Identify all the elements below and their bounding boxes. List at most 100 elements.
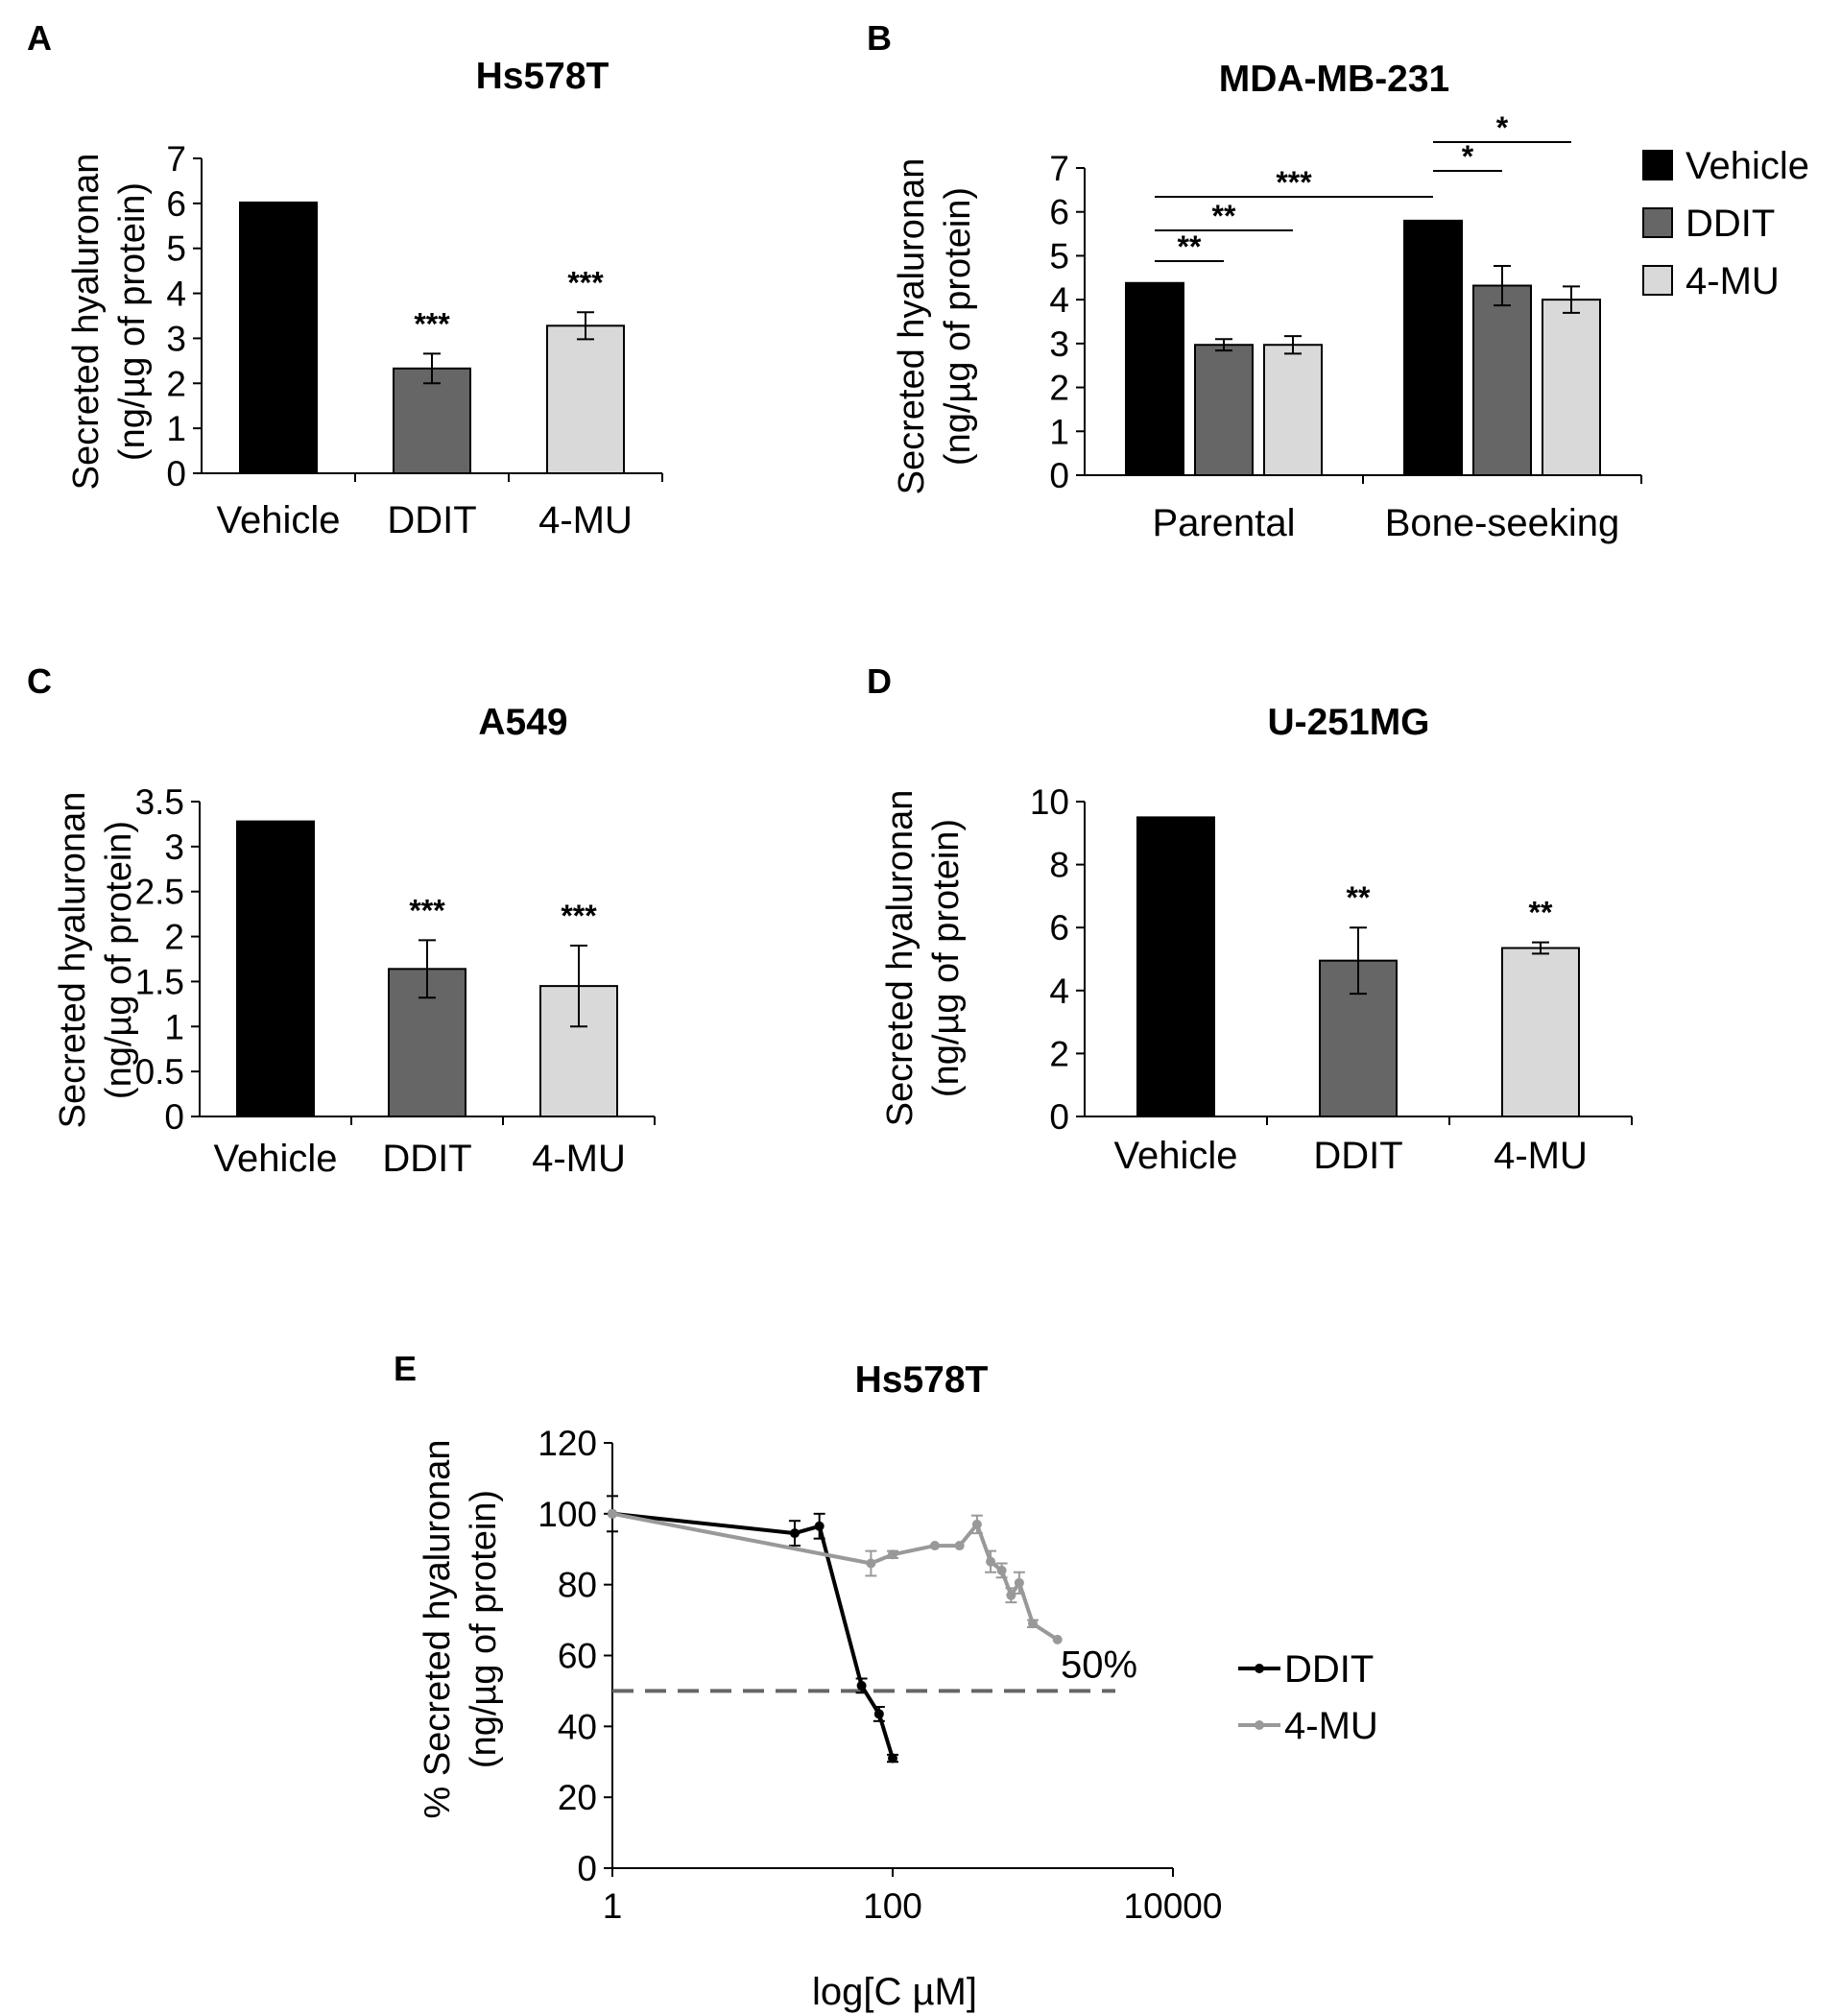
panel-b-y-tick-label: 5 bbox=[1049, 236, 1069, 276]
panel-e: E Hs578T % Secreted hyaluronan (ng/µg of… bbox=[394, 1349, 1378, 2013]
panel-a-y-tick-label: 7 bbox=[166, 139, 186, 179]
panel-e-point-4-mu bbox=[608, 1508, 617, 1519]
panel-a-ylabel-line1: Secreted hyaluronan bbox=[66, 154, 107, 491]
panel-e-y-tick-label: 0 bbox=[577, 1849, 597, 1888]
panel-e-point-ddit bbox=[814, 1521, 825, 1531]
panel-a-ylabel-line2: (ng/µg of protein) bbox=[112, 182, 153, 461]
panel-b-category-label: Bone-seeking bbox=[1385, 502, 1620, 544]
panel-a: A Hs578T Secreted hyaluronan (ng/µg of p… bbox=[27, 18, 663, 541]
panel-a-plot: 0 1 2 3 4 5 6 7 Vehicle *** DDIT *** 4-MU bbox=[166, 139, 663, 541]
panel-e-point-4-mu bbox=[866, 1558, 876, 1569]
panel-c-ylabel-line2: (ng/µg of protein) bbox=[99, 821, 139, 1099]
panel-e-point-4-mu bbox=[996, 1565, 1007, 1575]
panel-c-y-tick-label: 0.5 bbox=[135, 1052, 184, 1092]
panel-e-ylabel-line1: % Secreted hyaluronan bbox=[418, 1439, 458, 1818]
panel-a-y-tick-label: 0 bbox=[166, 454, 186, 493]
panel-b: B MDA-MB-231 Secreted hyaluronan (ng/µg … bbox=[867, 18, 1809, 544]
panel-e-point-4-mu bbox=[1006, 1590, 1016, 1600]
panel-e-point-4-mu bbox=[986, 1556, 996, 1567]
panel-b-comparison-label: * bbox=[1496, 110, 1509, 145]
panel-d-category-label: DDIT bbox=[1313, 1135, 1402, 1177]
panel-a-y-tick-label: 6 bbox=[166, 184, 186, 224]
panel-c-category-label: DDIT bbox=[382, 1138, 471, 1180]
panel-d-significance: ** bbox=[1347, 880, 1371, 915]
panel-a-bar-vehicle bbox=[239, 201, 318, 474]
panel-a-significance: *** bbox=[567, 265, 604, 300]
panel-c-y-tick-label: 3 bbox=[164, 828, 184, 867]
panel-e-title: Hs578T bbox=[855, 1359, 989, 1401]
panel-b-category-label: Parental bbox=[1153, 502, 1296, 544]
panel-a-label: A bbox=[27, 18, 52, 58]
panel-a-bar-ddit bbox=[393, 367, 471, 474]
panel-c-y-tick-label: 3.5 bbox=[135, 782, 184, 822]
panel-d-significance: ** bbox=[1529, 896, 1553, 930]
panel-b-comparison-label: ** bbox=[1212, 199, 1236, 233]
legend-label-ddit: DDIT bbox=[1686, 203, 1775, 245]
panel-b-y-tick-label: 6 bbox=[1049, 193, 1069, 232]
panel-e-y-tick-label: 20 bbox=[558, 1778, 597, 1817]
panel-a-category-label: DDIT bbox=[387, 499, 476, 541]
panel-c: C A549 Secreted hyaluronan (ng/µg of pro… bbox=[27, 661, 656, 1180]
panel-c-label: C bbox=[27, 661, 52, 701]
panel-e-y-tick-label: 120 bbox=[538, 1424, 597, 1463]
panel-b-bar-4-mu bbox=[1263, 344, 1323, 476]
panel-d-title: U-251MG bbox=[1267, 702, 1429, 743]
legend-marker-4mu bbox=[1255, 1720, 1264, 1730]
panel-e-xlabel: log[C µM] bbox=[812, 1971, 977, 2013]
panel-e-point-ddit bbox=[789, 1528, 800, 1539]
panel-d-y-tick-label: 10 bbox=[1030, 782, 1069, 822]
panel-d-category-label: Vehicle bbox=[1114, 1135, 1238, 1177]
panel-b-bar-vehicle bbox=[1403, 219, 1463, 476]
panel-a-category-label: 4-MU bbox=[538, 499, 633, 541]
panel-e-label: E bbox=[394, 1349, 417, 1388]
panel-b-y-tick-label: 2 bbox=[1049, 369, 1069, 408]
panel-b-comparison-label: *** bbox=[1276, 165, 1312, 200]
panel-c-y-tick-label: 1 bbox=[164, 1007, 184, 1046]
panel-b-ylabel-line1: Secreted hyaluronan bbox=[892, 158, 932, 495]
legend-swatch-ddit bbox=[1642, 207, 1673, 238]
legend-marker-ddit bbox=[1255, 1664, 1264, 1673]
panel-a-y-tick-label: 2 bbox=[166, 364, 186, 403]
panel-c-y-tick-label: 2 bbox=[164, 918, 184, 957]
panel-b-comparison-label: ** bbox=[1178, 229, 1202, 264]
panel-e-y-tick-label: 40 bbox=[558, 1707, 597, 1746]
panel-e-y-tick-label: 100 bbox=[538, 1495, 597, 1534]
panel-e-line-ddit bbox=[611, 1511, 895, 1760]
panel-a-y-tick-label: 4 bbox=[166, 275, 186, 314]
panel-e-point-4-mu bbox=[954, 1541, 965, 1551]
panel-d-y-tick-label: 8 bbox=[1049, 846, 1069, 885]
panel-a-significance: *** bbox=[414, 306, 450, 341]
panel-d-y-tick-label: 6 bbox=[1049, 908, 1069, 948]
panel-e-ylabel-line2: (ng/µg of protein) bbox=[464, 1490, 504, 1768]
panel-c-ylabel-line1: Secreted hyaluronan bbox=[53, 792, 93, 1129]
panel-c-title: A549 bbox=[478, 702, 567, 743]
panel-e-point-4-mu bbox=[929, 1541, 940, 1551]
panel-b-bar-ddit bbox=[1472, 284, 1532, 476]
panel-c-category-label: Vehicle bbox=[214, 1138, 338, 1180]
legend-swatch-4mu bbox=[1642, 265, 1673, 296]
panel-e-point-4-mu bbox=[888, 1549, 897, 1560]
panel-e-y-tick-label: 80 bbox=[558, 1566, 597, 1605]
panel-b-ylabel-line2: (ng/µg of protein) bbox=[938, 187, 978, 466]
panel-e-point-ddit bbox=[856, 1680, 867, 1691]
panel-a-y-tick-label: 3 bbox=[166, 319, 186, 358]
panel-b-bar-ddit bbox=[1194, 344, 1254, 476]
panel-d-y-tick-label: 4 bbox=[1049, 972, 1069, 1011]
panel-d-ylabel-line2: (ng/µg of protein) bbox=[926, 819, 967, 1097]
panel-e-point-4-mu bbox=[1028, 1619, 1038, 1629]
panel-e-x-tick-label: 1 bbox=[603, 1886, 623, 1926]
panel-e-x-tick-label: 100 bbox=[863, 1886, 922, 1926]
panel-e-y-tick-label: 60 bbox=[558, 1637, 597, 1676]
panel-e-x-tick-label: 10000 bbox=[1124, 1886, 1223, 1926]
panel-b-y-tick-label: 4 bbox=[1049, 280, 1069, 320]
panel-c-y-tick-label: 0 bbox=[164, 1097, 184, 1137]
panel-b-comparison-label: * bbox=[1462, 139, 1474, 174]
legend-label-ddit-e: DDIT bbox=[1284, 1648, 1374, 1691]
legend-label-4mu: 4-MU bbox=[1686, 260, 1780, 302]
panel-e-line-4-mu bbox=[611, 1511, 1059, 1642]
panel-b-bar-4-mu bbox=[1542, 299, 1601, 476]
panel-b-y-tick-label: 7 bbox=[1049, 149, 1069, 188]
legend-swatch-vehicle bbox=[1642, 150, 1673, 180]
panel-a-bar-4-mu bbox=[546, 324, 625, 474]
panel-b-legend: Vehicle DDIT 4-MU bbox=[1642, 145, 1809, 302]
